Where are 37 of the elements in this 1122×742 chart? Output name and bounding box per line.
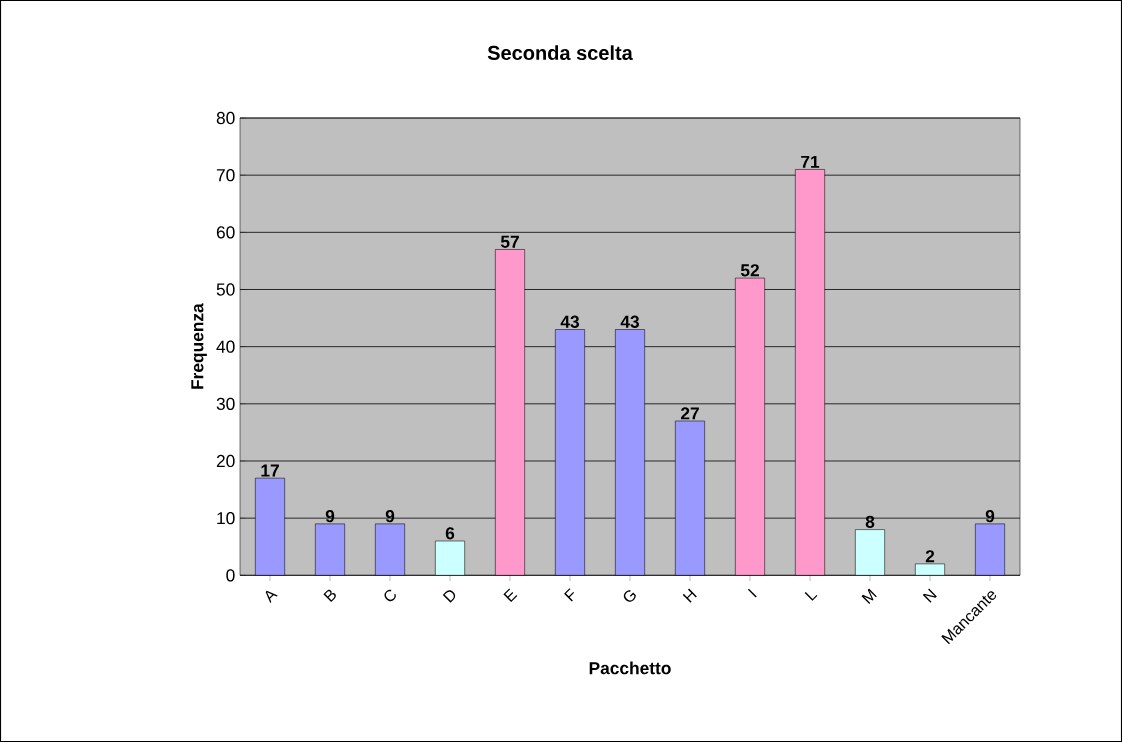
x-tick-label: I: [747, 588, 757, 598]
data-label: 27: [680, 407, 699, 420]
y-tick-label: 70: [216, 169, 235, 182]
y-tick-label: 10: [217, 512, 235, 525]
data-label: 17: [261, 464, 279, 477]
chart-title: Seconda scelta: [487, 45, 633, 60]
data-label: 43: [620, 315, 640, 328]
x-tick-label: G: [623, 590, 636, 602]
data-label: 71: [801, 155, 820, 168]
x-tick-label: M: [861, 588, 877, 604]
x-tick-label: E: [503, 588, 518, 603]
x-axis-title: Pacchetto: [589, 661, 671, 675]
x-tick-label: A: [265, 590, 278, 603]
x-tick-label: L: [804, 591, 818, 601]
data-label: 2: [925, 550, 935, 563]
data-label: 9: [385, 510, 395, 523]
data-label: 9: [985, 510, 995, 523]
x-tick-label: H: [682, 588, 697, 603]
x-tick-label: N: [922, 588, 937, 603]
x-tick-label: C: [384, 589, 396, 602]
data-label: 8: [865, 515, 875, 528]
y-tick-label: 40: [216, 340, 235, 353]
data-label: 9: [325, 510, 335, 523]
data-label: 43: [560, 315, 580, 328]
y-tick-label: 0: [226, 569, 235, 582]
x-tick-label: D: [442, 590, 456, 603]
y-tick-label: 60: [216, 226, 235, 239]
y-tick-label: 80: [216, 111, 235, 125]
y-tick-label: 50: [216, 283, 235, 296]
y-tick-label: 30: [216, 397, 235, 410]
y-axis-title: Frequenza: [191, 303, 207, 389]
x-tick-label: B: [323, 589, 336, 603]
data-label: 57: [500, 235, 519, 248]
data-label: 52: [740, 264, 759, 277]
data-label: 6: [445, 527, 455, 540]
y-tick-label: 20: [216, 454, 235, 468]
x-tick-label: F: [564, 588, 575, 602]
